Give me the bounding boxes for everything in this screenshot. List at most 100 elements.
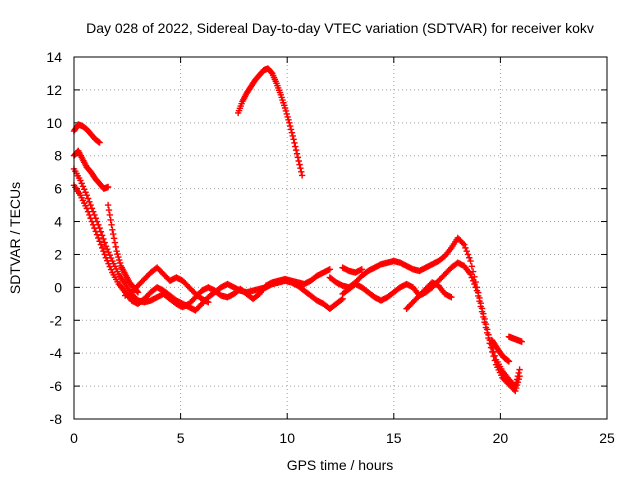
data-point xyxy=(96,139,103,146)
data-point xyxy=(106,211,114,219)
data-point xyxy=(515,369,522,377)
y-tick-label: 0 xyxy=(54,279,62,295)
data-point xyxy=(83,205,90,212)
data-point xyxy=(105,248,112,256)
y-tick-label: 6 xyxy=(54,181,62,197)
y-tick-label: 12 xyxy=(46,82,62,98)
data-point xyxy=(105,260,112,267)
data-point xyxy=(468,263,476,270)
data-point xyxy=(81,186,88,193)
data-point xyxy=(104,201,112,209)
data-point xyxy=(472,284,479,291)
data-point xyxy=(110,235,118,242)
data-point xyxy=(298,172,306,179)
data-point xyxy=(459,240,467,247)
y-tick-label: 4 xyxy=(54,214,62,230)
x-tick-label: 20 xyxy=(493,430,509,446)
series-arc-j xyxy=(339,264,366,276)
data-point xyxy=(105,206,113,214)
data-point xyxy=(290,136,297,143)
data-point xyxy=(448,294,455,301)
data-point xyxy=(115,253,122,261)
data-point xyxy=(98,244,106,252)
data-point xyxy=(107,266,115,273)
axis-ticks xyxy=(73,56,608,420)
data-point xyxy=(512,384,520,392)
data-point xyxy=(82,189,89,196)
data-point xyxy=(464,251,472,258)
data-point xyxy=(516,366,523,373)
data-point xyxy=(88,218,96,225)
series-arc-m xyxy=(488,336,513,365)
data-point xyxy=(282,107,290,115)
data-point xyxy=(298,168,305,176)
data-point xyxy=(102,254,110,261)
data-point xyxy=(518,338,525,345)
y-tick-label: 10 xyxy=(46,115,62,131)
data-point xyxy=(490,352,497,360)
y-tick-label: -8 xyxy=(50,411,63,427)
grid-lines xyxy=(74,57,607,419)
data-point xyxy=(478,308,486,315)
chart-title: Day 028 of 2022, Sidereal Day-to-day VTE… xyxy=(86,20,594,36)
series-arc-k xyxy=(403,279,455,312)
data-point xyxy=(97,241,105,248)
data-point xyxy=(92,228,99,235)
data-point xyxy=(89,221,97,229)
x-tick-label: 5 xyxy=(177,430,185,446)
data-point xyxy=(111,239,119,246)
data-point xyxy=(287,126,295,133)
data-point xyxy=(110,230,117,238)
data-point xyxy=(483,329,491,336)
data-point xyxy=(338,296,345,304)
data-series xyxy=(70,65,525,395)
series-arc-a xyxy=(70,121,103,146)
data-point xyxy=(95,234,102,242)
y-tick-label: -2 xyxy=(50,312,63,328)
data-point xyxy=(515,375,522,383)
data-point xyxy=(466,254,473,261)
data-point xyxy=(86,211,93,219)
data-point xyxy=(96,238,103,245)
data-point xyxy=(467,257,474,265)
data-point xyxy=(475,292,482,300)
data-point xyxy=(100,247,107,255)
y-tick-label: -6 xyxy=(50,378,63,394)
data-point xyxy=(84,208,92,215)
data-point xyxy=(91,224,98,232)
data-point xyxy=(473,287,481,294)
data-point xyxy=(471,280,478,288)
x-tick-labels: 0 5 10 15 20 25 xyxy=(70,430,615,446)
data-point xyxy=(281,104,289,112)
data-point xyxy=(480,313,487,321)
data-point xyxy=(481,319,488,326)
data-point xyxy=(294,154,302,161)
data-point xyxy=(476,297,483,305)
data-point xyxy=(489,348,496,356)
data-point xyxy=(106,263,114,270)
data-point xyxy=(293,150,301,157)
data-point xyxy=(107,216,114,224)
x-tick-label: 25 xyxy=(599,430,615,446)
data-point xyxy=(295,157,302,165)
data-point xyxy=(296,161,303,168)
data-point xyxy=(285,116,292,124)
data-point xyxy=(104,245,111,253)
data-point xyxy=(100,235,107,243)
data-point xyxy=(286,122,294,130)
plot-frame xyxy=(73,56,608,420)
series-arc-h xyxy=(326,234,523,390)
data-point xyxy=(462,244,469,252)
data-point xyxy=(289,132,296,140)
series-arc-f xyxy=(121,264,212,306)
data-point xyxy=(116,259,124,267)
data-point xyxy=(83,192,90,199)
x-axis-label: GPS time / hours xyxy=(287,457,394,473)
data-point xyxy=(115,256,123,264)
data-point xyxy=(516,373,523,380)
data-point xyxy=(477,303,484,310)
y-tick-labels: -8 -6 -4 -2 0 2 4 6 8 10 12 14 xyxy=(46,49,62,427)
y-tick-label: 2 xyxy=(54,246,62,262)
x-tick-label: 0 xyxy=(70,430,78,446)
data-point xyxy=(460,241,468,248)
